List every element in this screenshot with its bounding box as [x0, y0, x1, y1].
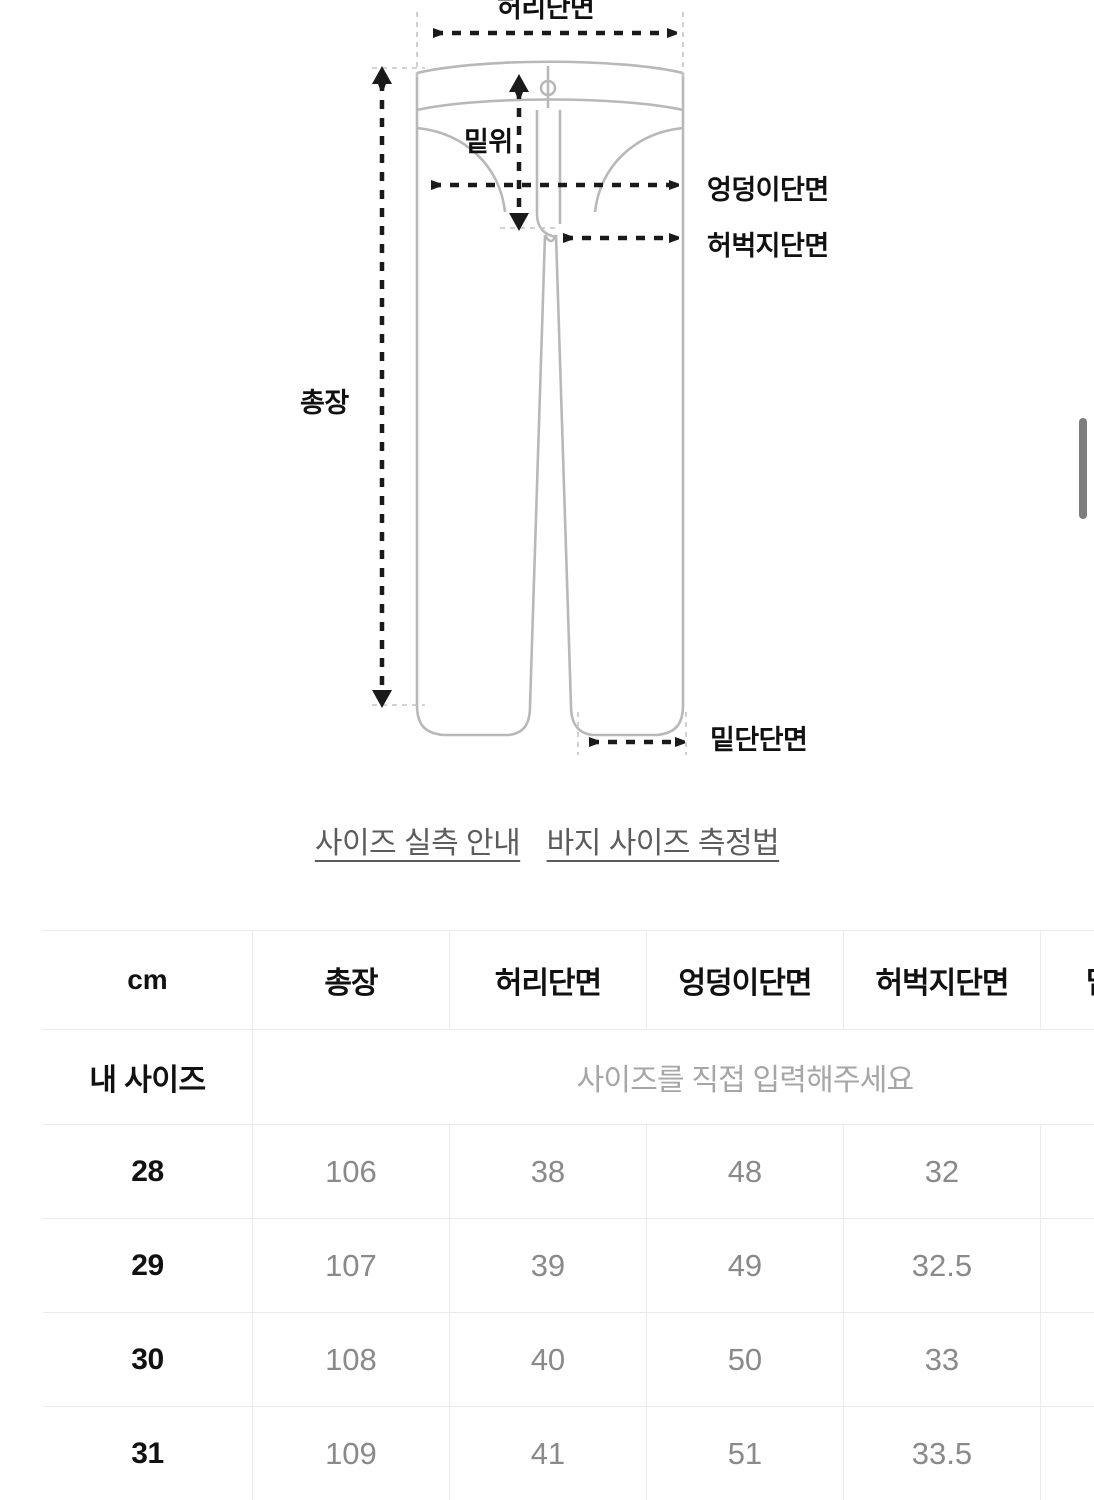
- cell-hem: 32: [1040, 1218, 1094, 1313]
- guide-lines: [372, 12, 687, 755]
- my-size-placeholder[interactable]: 사이즈를 직접 입력해주세요: [576, 1064, 914, 1097]
- link-size-measure-guide[interactable]: 사이즈 실측 안내: [314, 827, 521, 860]
- label-hip-width: 엉덩이단면: [707, 175, 829, 205]
- cell-hip: 51: [646, 1406, 844, 1500]
- link-pants-measure-method[interactable]: 바지 사이즈 측정법: [546, 827, 780, 860]
- cell-waist: 40: [449, 1312, 647, 1407]
- table-header-total-length: 총장: [252, 930, 450, 1030]
- row-size-label: 29: [43, 1218, 253, 1313]
- cell-thigh: 32.5: [843, 1218, 1041, 1313]
- table-header-hip: 엉덩이단면: [646, 930, 844, 1030]
- size-table: cm 총장 허리단면 엉덩이단면 허벅지단면 밑단단면: [43, 930, 1094, 1500]
- label-total-length: 총장: [300, 388, 349, 418]
- row-size-label: 30: [43, 1312, 253, 1407]
- vertical-scrollbar-thumb[interactable]: [1079, 418, 1087, 519]
- table-header-thigh: 허벅지단면: [843, 930, 1041, 1030]
- cell-thigh: 32: [843, 1124, 1041, 1219]
- table-row: 30 108 40 50 33 32: [43, 1312, 1094, 1407]
- cell-thigh: 33: [843, 1312, 1041, 1407]
- vertical-arrowheads: [372, 66, 529, 708]
- row-size-label: 31: [43, 1406, 253, 1500]
- label-thigh-width: 허벅지단면: [707, 231, 829, 261]
- cell-hip: 48: [646, 1124, 844, 1219]
- guide-links-row: 사이즈 실측 안내 바지 사이즈 측정법: [0, 818, 1094, 862]
- row-size-label: 28: [43, 1124, 253, 1219]
- cell-waist: 38: [449, 1124, 647, 1219]
- cell-hem: 31: [1040, 1124, 1094, 1219]
- pants-illustration: [372, 12, 687, 755]
- cell-hip: 49: [646, 1218, 844, 1313]
- cell-thigh: 33.5: [843, 1406, 1041, 1500]
- cell-total-length: 106: [252, 1124, 450, 1219]
- table-header-row: cm 총장 허리단면 엉덩이단면 허벅지단면 밑단단면: [43, 930, 1094, 1030]
- table-row: 31 109 41 51 33.5 33: [43, 1406, 1094, 1500]
- button-icon: [539, 79, 557, 97]
- label-waist-width: 허리단면: [497, 0, 595, 23]
- vertical-scrollbar-track[interactable]: [1075, 0, 1091, 1500]
- cell-total-length: 108: [252, 1312, 450, 1407]
- cell-waist: 39: [449, 1218, 647, 1313]
- pants-outline: [415, 60, 685, 737]
- my-size-input-cell[interactable]: 사이즈를 직접 입력해주세요: [252, 1029, 1094, 1125]
- size-table-scroll-container[interactable]: cm 총장 허리단면 엉덩이단면 허벅지단면 밑단단면: [43, 930, 1094, 1500]
- label-hem-width: 밑단단면: [710, 725, 808, 755]
- my-size-row[interactable]: 내 사이즈 사이즈를 직접 입력해주세요: [43, 1029, 1094, 1125]
- table-header-waist: 허리단면: [449, 930, 647, 1030]
- label-rise: 밑위: [464, 127, 513, 157]
- cell-waist: 41: [449, 1406, 647, 1500]
- my-size-label-cell: 내 사이즈: [43, 1029, 253, 1125]
- table-header-hem: 밑단단면: [1040, 930, 1094, 1030]
- table-row: 29 107 39 49 32.5 32: [43, 1218, 1094, 1313]
- cell-total-length: 107: [252, 1218, 450, 1313]
- cell-hem: 32: [1040, 1312, 1094, 1407]
- table-header-unit: cm: [43, 930, 253, 1030]
- measure-arrows: [382, 33, 676, 742]
- pants-measurement-diagram: 허리단면 밑위 총장 엉덩이단면 허벅지단면 밑단단면: [300, 0, 829, 755]
- cell-total-length: 109: [252, 1406, 450, 1500]
- cell-hip: 50: [646, 1312, 844, 1407]
- table-row: 28 106 38 48 32 31: [43, 1124, 1094, 1219]
